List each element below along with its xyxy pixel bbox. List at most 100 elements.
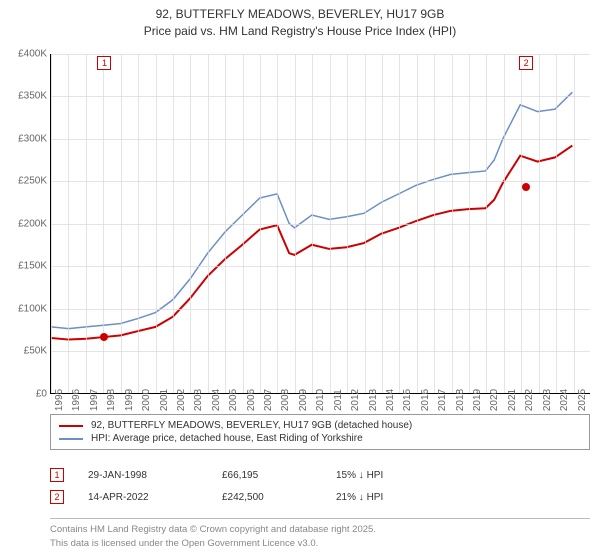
x-axis-label: 2023 [542,388,553,410]
footer-line2: This data is licensed under the Open Gov… [50,537,590,550]
gridline-vertical [156,54,157,393]
y-axis-label: £100K [2,303,47,314]
sales-table: 129-JAN-1998£66,19515% ↓ HPI 2 14-APR-2022… [50,464,590,508]
legend-item: HPI: Average price, detached house, East… [59,432,581,445]
y-axis-label: £400K [2,48,47,59]
x-axis-label: 2010 [315,388,326,410]
x-axis-label: 2008 [280,388,291,410]
gridline-vertical [208,54,209,393]
gridline-vertical [51,54,52,393]
legend-label: 92, BUTTERFLY MEADOWS, BEVERLEY, HU17 9G… [91,420,412,431]
gridline-vertical [417,54,418,393]
gridline-vertical [243,54,244,393]
x-axis-label: 2018 [455,388,466,410]
gridline-vertical [330,54,331,393]
x-axis-label: 2003 [193,388,204,410]
gridline-vertical [277,54,278,393]
x-axis-label: 1999 [124,388,135,410]
legend-box: 92, BUTTERFLY MEADOWS, BEVERLEY, HU17 9G… [50,414,590,450]
x-axis-label: 2002 [176,388,187,410]
gridline-vertical [556,54,557,393]
x-axis-label: 2007 [263,388,274,410]
x-axis-label: 2019 [472,388,483,410]
x-axis-label: 2017 [437,388,448,410]
gridline-vertical [347,54,348,393]
sale-marker-label: 2 [519,56,533,70]
gridline-vertical [138,54,139,393]
gridline-vertical [103,54,104,393]
gridline-vertical [382,54,383,393]
legend-label: HPI: Average price, detached house, East… [91,433,363,444]
gridline-horizontal [51,54,590,55]
gridline-vertical [121,54,122,393]
gridline-vertical [504,54,505,393]
gridline-vertical [295,54,296,393]
sale-row-marker: 2 [50,490,64,504]
sale-row: 2 14-APR-2022 £242,500 21% ↓ HPI [50,486,590,508]
gridline-vertical [173,54,174,393]
gridline-vertical [399,54,400,393]
y-axis-label: £300K [2,133,47,144]
gridline-vertical [452,54,453,393]
x-axis-label: 2025 [577,388,588,410]
x-axis-label: 2016 [420,388,431,410]
x-axis-label: 1995 [54,388,65,410]
sale-marker-label: 1 [97,56,111,70]
sale-row-marker: 1 [50,468,64,482]
legend-swatch [59,425,83,427]
x-axis-label: 2013 [368,388,379,410]
x-axis-label: 2011 [333,389,344,411]
x-axis-label: 2021 [507,388,518,410]
footer-line1: Contains HM Land Registry data © Crown c… [50,523,590,536]
sale-hpi-delta: 21% ↓ HPI [336,492,383,503]
gridline-vertical [486,54,487,393]
gridline-horizontal [51,181,590,182]
x-axis-label: 2022 [524,388,535,410]
x-axis-label: 2000 [141,388,152,410]
gridline-horizontal [51,351,590,352]
gridline-vertical [68,54,69,393]
x-axis-label: 2001 [159,388,170,410]
gridline-vertical [539,54,540,393]
sale-row: 129-JAN-1998£66,19515% ↓ HPI [50,464,590,486]
x-axis-label: 2024 [559,388,570,410]
title-address: 92, BUTTERFLY MEADOWS, BEVERLEY, HU17 9G… [0,6,600,23]
y-axis-label: £200K [2,218,47,229]
legend-swatch [59,438,83,440]
gridline-horizontal [51,309,590,310]
sale-price: £242,500 [222,492,312,503]
chart-title: 92, BUTTERFLY MEADOWS, BEVERLEY, HU17 9G… [0,0,600,40]
gridline-horizontal [51,96,590,97]
gridline-vertical [190,54,191,393]
x-axis-label: 2004 [211,388,222,410]
legend-item: 92, BUTTERFLY MEADOWS, BEVERLEY, HU17 9G… [59,419,581,432]
gridline-horizontal [51,139,590,140]
y-axis-label: £0 [2,388,47,399]
x-axis-label: 2006 [246,388,257,410]
gridline-vertical [574,54,575,393]
gridline-vertical [260,54,261,393]
y-axis-label: £150K [2,261,47,272]
gridline-vertical [86,54,87,393]
sale-date: 14-APR-2022 [88,492,198,503]
sale-hpi-delta: 15% ↓ HPI [336,470,383,481]
x-axis-label: 2020 [489,388,500,410]
y-axis-label: £250K [2,176,47,187]
footer-attribution: Contains HM Land Registry data © Crown c… [50,518,590,550]
x-axis-label: 2015 [402,388,413,410]
chart-area: 12 £0£50K£100K£150K£200K£250K£300K£350K£… [0,44,600,444]
x-axis-label: 2014 [385,388,396,410]
x-axis-label: 2009 [298,388,309,410]
plot-region: 12 [50,54,590,394]
gridline-vertical [434,54,435,393]
gridline-vertical [365,54,366,393]
gridline-vertical [312,54,313,393]
y-axis-label: £50K [2,346,47,357]
x-axis-label: 1998 [106,388,117,410]
title-subtitle: Price paid vs. HM Land Registry's House … [0,23,600,40]
x-axis-label: 2005 [228,388,239,410]
gridline-vertical [225,54,226,393]
x-axis-label: 2012 [350,388,361,410]
y-axis-label: £350K [2,91,47,102]
gridline-vertical [521,54,522,393]
